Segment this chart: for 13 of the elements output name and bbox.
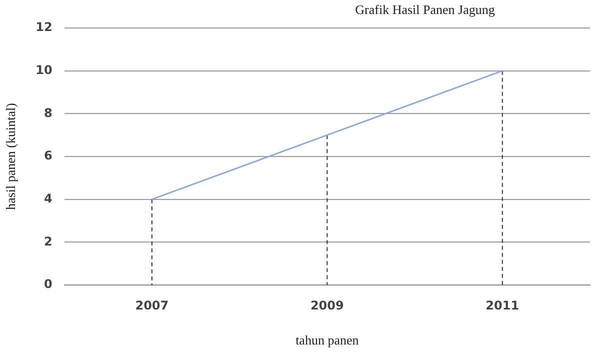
x-tick-label: 2009 <box>310 298 344 312</box>
y-tick-label: 12 <box>36 20 52 34</box>
y-tick-label: 10 <box>36 62 52 77</box>
x-axis-title: tahun panen <box>296 332 360 348</box>
y-tick-label: 6 <box>44 148 52 163</box>
y-axis-title: hasil panen (kuintal) <box>3 103 18 210</box>
chart-title: Grafik Hasil Panen Jagung <box>354 2 496 18</box>
y-tick-label: 0 <box>44 277 52 292</box>
y-tick-label: 2 <box>44 234 52 248</box>
y-tick-label: 8 <box>44 106 52 120</box>
x-tick-label: 2007 <box>135 298 169 312</box>
x-tick-label: 2011 <box>486 298 520 312</box>
y-tick-label: 4 <box>44 191 52 206</box>
